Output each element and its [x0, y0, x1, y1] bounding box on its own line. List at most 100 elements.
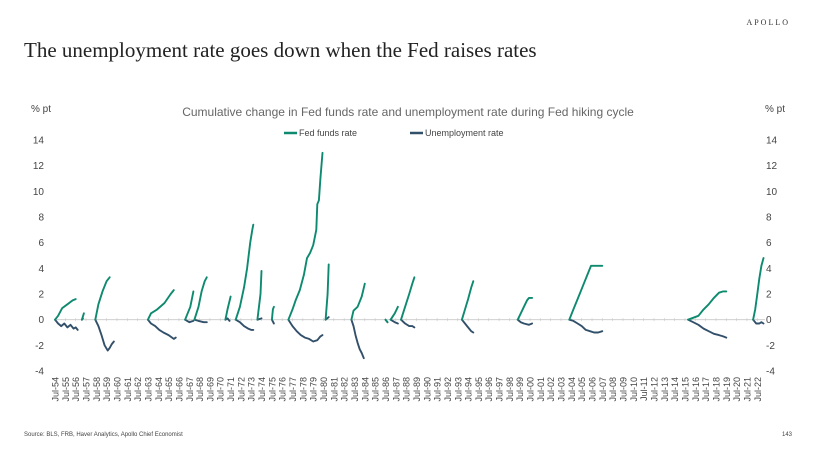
x-tick-label: Jul-07: [598, 377, 608, 402]
fed-funds-line: [287, 151, 324, 321]
chart-title: Cumulative change in Fed funds rate and …: [182, 105, 634, 119]
x-tick-label: Jul-20: [732, 377, 742, 402]
fed-funds-line: [752, 257, 765, 321]
y-tick-label-right: 6: [766, 238, 772, 249]
unemployment-line: [54, 318, 79, 331]
legend: Fed funds rate Unemployment rate: [284, 128, 504, 138]
x-tick-label: Jul-98: [505, 377, 515, 402]
x-tick-label: Jul-66: [174, 377, 184, 402]
y-tick-label-left: 4: [38, 264, 44, 275]
fed-funds-line: [234, 223, 255, 321]
brand-logo: APOLLO: [746, 18, 790, 27]
x-tick-label: Jul-95: [474, 377, 484, 402]
y-tick-label-right: 14: [766, 136, 778, 147]
x-tick-label: Jul-79: [309, 377, 319, 402]
x-tick-label: Jul-86: [381, 377, 391, 402]
x-tick-label: Jul-94: [464, 377, 474, 402]
y-tick-label-right: -4: [766, 367, 775, 378]
x-tick-label: Jul-71: [226, 377, 236, 402]
legend-label-unemployment: Unemployment rate: [425, 128, 504, 138]
unemployment-line: [234, 318, 255, 331]
unemployment-line: [146, 318, 177, 340]
unemployment-line: [687, 318, 728, 339]
x-tick-label: Jul-68: [195, 377, 205, 402]
x-tick-label: Jul-05: [577, 377, 587, 402]
y-axis-right: -4 -2 0 2 4 6 8 10 12 14: [766, 136, 778, 378]
fed-funds-line: [324, 263, 330, 321]
x-tick-label: Jul-09: [619, 377, 629, 402]
unemployment-line: [752, 318, 765, 325]
x-tick-label: Jul-15: [680, 377, 690, 402]
x-tick-label: Jul-88: [402, 377, 412, 402]
legend-label-fed-funds: Fed funds rate: [299, 128, 357, 138]
x-tick-label: Jul-78: [298, 377, 308, 402]
y-tick-label-right: 10: [766, 187, 778, 198]
x-tick-label: Jul-64: [154, 377, 164, 402]
x-tick-label: Jul-03: [557, 377, 567, 402]
y-tick-label-left: 10: [33, 187, 45, 198]
x-tick-label: Jul-22: [753, 377, 763, 402]
chart: Cumulative change in Fed funds rate and …: [31, 104, 785, 402]
y-tick-label-left: 6: [38, 238, 44, 249]
y-tick-label-right: 8: [766, 213, 772, 224]
x-tick-label: Jul-11: [639, 377, 649, 401]
x-tick-label: Jul-85: [371, 377, 381, 402]
x-tick-label: Jul-16: [691, 377, 701, 402]
y-axis-label-right: % pt: [765, 104, 785, 115]
x-tick-label: Jul-55: [61, 377, 71, 402]
unemployment-line: [516, 318, 534, 326]
fed-funds-line: [184, 290, 195, 321]
unemployment-line: [287, 318, 324, 343]
x-tick-label: Jul-74: [257, 377, 267, 402]
x-tick-label: Jul-81: [329, 377, 339, 402]
y-tick-label-right: 2: [766, 290, 772, 301]
unemployment-line: [460, 318, 475, 334]
fed-funds-line: [146, 289, 175, 321]
x-tick-label: Jul-00: [526, 377, 536, 402]
x-tick-label: Jul-90: [422, 377, 432, 402]
unemployment-line: [193, 318, 208, 324]
fed-funds-line: [94, 276, 111, 321]
x-tick-label: Jul-69: [205, 377, 215, 402]
x-tick-label: Jul-12: [649, 377, 659, 402]
x-tick-label: Jul-08: [608, 377, 618, 402]
x-tick-label: Jul-13: [660, 377, 670, 402]
x-tick-label: Jul-63: [143, 377, 153, 402]
x-tick-label: Jul-96: [484, 377, 494, 402]
y-tick-label-left: -2: [35, 341, 44, 352]
x-tick-label: Jul-14: [670, 377, 680, 402]
x-tick-label: Jul-84: [360, 377, 370, 402]
x-tick-label: Jul-18: [711, 377, 721, 402]
x-tick-label: Jul-61: [123, 377, 133, 402]
fed-funds-line: [256, 269, 263, 321]
unemployment-line: [568, 318, 604, 334]
x-tick-label: Jul-72: [236, 377, 246, 402]
unemployment-line: [184, 318, 195, 324]
fed-funds-line: [54, 298, 77, 321]
x-tick-label: Jul-65: [164, 377, 174, 402]
x-tick-label: Jul-60: [112, 377, 122, 402]
x-tick-label: Jul-04: [567, 377, 577, 402]
page-number: 143: [781, 432, 792, 438]
x-tick-label: Jul-01: [536, 377, 546, 402]
plot-area: [54, 151, 765, 360]
fed-funds-line: [460, 280, 475, 321]
fed-funds-line: [389, 305, 399, 321]
x-tick-label: Jul-83: [350, 377, 360, 402]
fed-funds-line: [350, 282, 366, 321]
x-tick-label: Jul-56: [71, 377, 81, 402]
x-tick-label: Jul-73: [247, 377, 257, 402]
x-tick-label: Jul-70: [216, 377, 226, 402]
y-axis-left: -4 -2 0 2 4 6 8 10 12 14: [33, 136, 45, 378]
x-tick-label: Jul-06: [588, 377, 598, 402]
unemployment-line: [389, 318, 399, 325]
x-tick-label: Jul-59: [102, 377, 112, 402]
y-tick-label-left: 8: [38, 213, 44, 224]
fed-funds-line: [400, 276, 416, 321]
fed-funds-line: [384, 318, 389, 324]
x-tick-label: Jul-54: [51, 377, 61, 402]
y-tick-label-left: 0: [38, 315, 44, 326]
x-tick-label: Jul-57: [81, 377, 91, 402]
x-tick-label: Jul-17: [701, 377, 711, 402]
x-tick-label: Jul-99: [515, 377, 525, 402]
